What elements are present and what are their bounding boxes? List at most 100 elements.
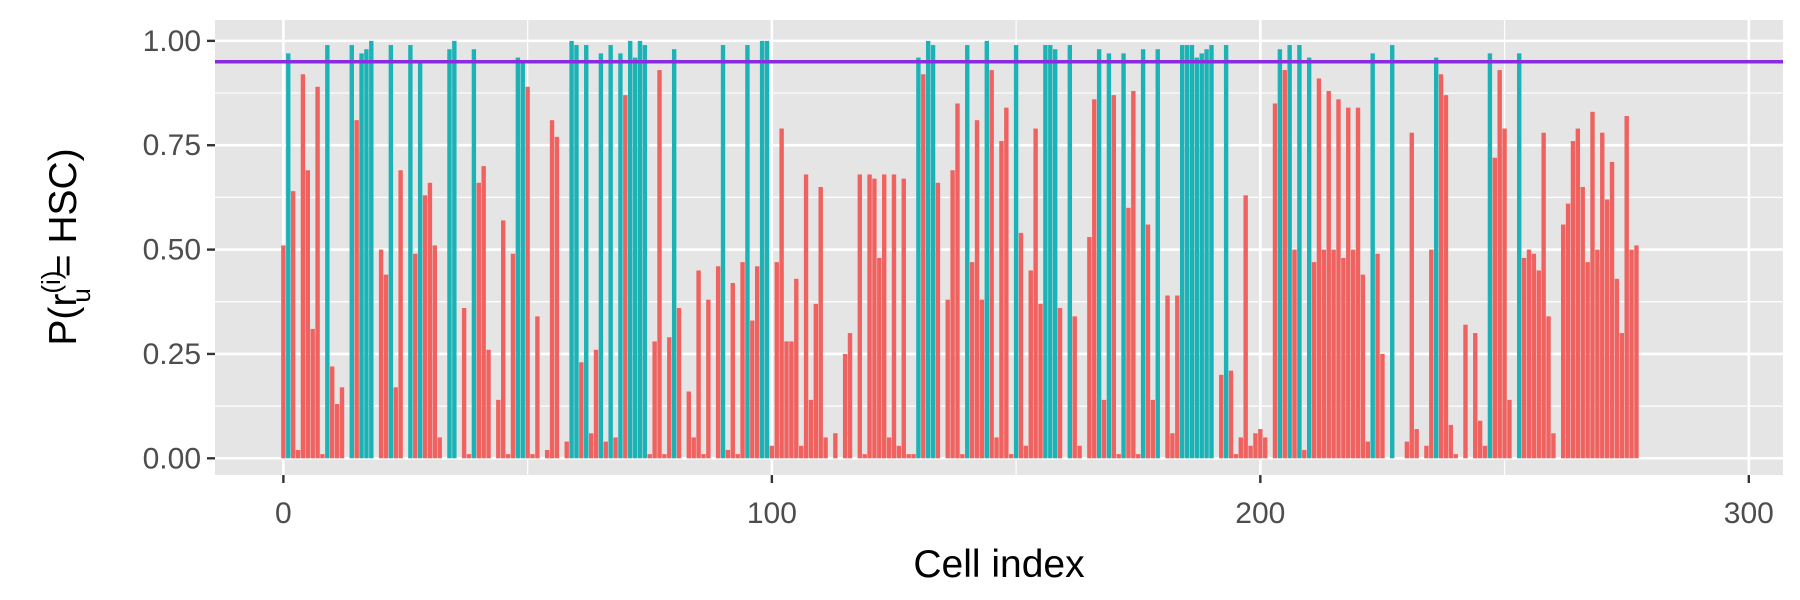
bar xyxy=(383,274,389,459)
bar xyxy=(1184,45,1190,459)
bar xyxy=(320,454,325,459)
y-axis-title: P(r(i)u = HSC) xyxy=(36,148,96,345)
bar xyxy=(1238,437,1243,459)
bar xyxy=(1253,433,1258,459)
bar xyxy=(1521,257,1527,459)
bar xyxy=(295,449,301,459)
bar xyxy=(1038,303,1043,459)
bar xyxy=(1277,49,1283,459)
bar xyxy=(842,353,848,459)
bar xyxy=(632,57,638,459)
bar xyxy=(1541,132,1546,459)
bar xyxy=(1390,45,1395,459)
bar xyxy=(798,445,804,459)
bar xyxy=(1150,399,1156,459)
bar xyxy=(925,40,931,459)
bar xyxy=(608,45,613,459)
bar xyxy=(339,387,345,459)
bar xyxy=(1165,295,1170,459)
bar xyxy=(1175,295,1180,459)
bar xyxy=(833,433,838,459)
bar xyxy=(1629,249,1634,459)
bar-series xyxy=(281,40,1639,459)
bar xyxy=(569,40,574,459)
bar xyxy=(408,45,413,459)
bar xyxy=(290,191,296,459)
bar xyxy=(1306,57,1312,459)
bar xyxy=(1375,253,1380,459)
bar xyxy=(1155,49,1160,459)
bar xyxy=(1448,424,1454,459)
bar xyxy=(901,178,906,459)
bar xyxy=(999,141,1004,459)
bar xyxy=(422,195,428,459)
bar xyxy=(774,262,779,459)
bar xyxy=(1297,45,1302,459)
bar xyxy=(1126,207,1131,459)
bar xyxy=(330,366,335,459)
bar xyxy=(1136,454,1141,459)
bar xyxy=(535,316,540,459)
y-axis-title-main: P(r xyxy=(42,294,85,346)
bar xyxy=(725,449,731,459)
bar xyxy=(1057,308,1063,459)
bar xyxy=(1067,45,1073,459)
bar xyxy=(676,308,682,459)
bar xyxy=(877,257,882,459)
bar xyxy=(784,341,789,459)
bar xyxy=(1350,249,1356,459)
bar xyxy=(369,40,374,459)
bar xyxy=(847,333,853,459)
bar xyxy=(1341,257,1346,459)
bar xyxy=(315,86,320,459)
bar xyxy=(1302,449,1307,459)
bar xyxy=(393,387,398,459)
bar xyxy=(1604,199,1610,459)
bar xyxy=(1052,49,1058,459)
bar xyxy=(325,45,330,459)
bar xyxy=(1580,186,1585,459)
bar xyxy=(867,174,872,459)
bar xyxy=(1482,445,1488,459)
bar xyxy=(1380,353,1385,459)
bar xyxy=(1331,249,1336,459)
bar xyxy=(1272,103,1278,459)
bar xyxy=(1233,454,1239,459)
bar xyxy=(652,341,657,459)
bar xyxy=(1258,429,1263,459)
bar xyxy=(1101,399,1107,459)
bar xyxy=(310,328,315,459)
bar xyxy=(1404,441,1410,459)
bar xyxy=(935,182,941,459)
bar xyxy=(1463,324,1468,459)
bar xyxy=(510,253,516,459)
bar xyxy=(1116,454,1121,459)
bar xyxy=(1145,224,1151,459)
bar xyxy=(1121,53,1126,459)
bar xyxy=(564,441,569,459)
bar xyxy=(501,220,506,459)
bar xyxy=(955,103,960,459)
bar xyxy=(1336,99,1341,459)
bar xyxy=(891,174,897,459)
bar xyxy=(1355,107,1361,459)
bar xyxy=(813,303,819,459)
bar xyxy=(896,445,902,459)
bar xyxy=(437,437,442,459)
bar xyxy=(857,174,862,459)
bar xyxy=(1507,399,1512,459)
y-tick-label: 0.50 xyxy=(143,234,201,267)
bar xyxy=(1106,53,1112,459)
bar xyxy=(1223,45,1229,459)
bar xyxy=(720,45,726,459)
bar xyxy=(696,270,701,459)
bar xyxy=(1560,224,1566,459)
bar xyxy=(1004,107,1009,459)
bar xyxy=(764,40,770,459)
bar xyxy=(1634,245,1639,459)
bar xyxy=(921,74,926,459)
bar xyxy=(1072,316,1077,459)
bar xyxy=(359,53,364,459)
bar xyxy=(613,437,618,459)
bar xyxy=(1189,45,1195,459)
